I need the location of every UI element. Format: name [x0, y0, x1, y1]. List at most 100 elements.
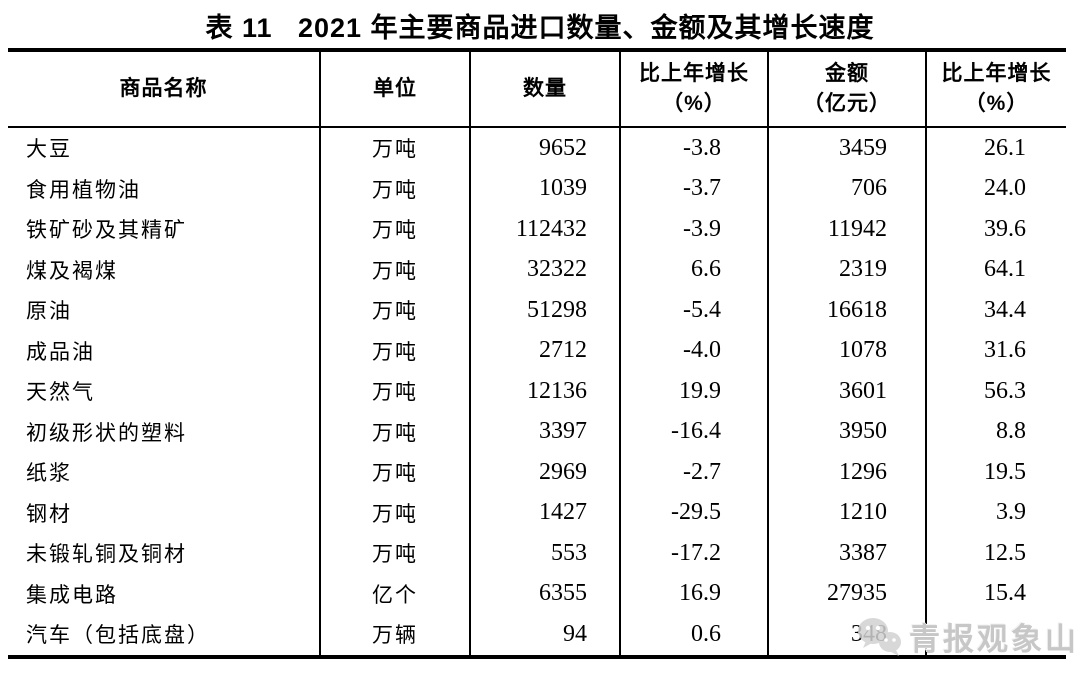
cell-unit: 万吨: [320, 209, 471, 250]
cell-quantity: 94: [470, 614, 621, 657]
cell-name: 铁矿砂及其精矿: [8, 209, 321, 250]
cell-unit: 万吨: [320, 371, 471, 412]
cell-amount: 11942: [768, 209, 927, 250]
cell-name: 纸浆: [8, 452, 321, 493]
table-row: 天然气 万吨 12136 19.9 3601 56.3: [8, 371, 1066, 412]
cell-unit: 万吨: [320, 249, 471, 290]
cell-quantity: 32322: [470, 249, 621, 290]
cell-quantity-growth: -2.7: [620, 452, 769, 493]
cell-quantity: 9652: [470, 127, 621, 169]
cell-amount-growth: 39.6: [984, 215, 1026, 242]
cell-name: 煤及褐煤: [8, 249, 321, 290]
table-header: 商品名称 单位 数量 比上年增长 （%） 金额 （亿元） 比上年增长: [8, 50, 1066, 128]
cell-quantity: 6355: [470, 573, 621, 614]
table-row: 纸浆 万吨 2969 -2.7 1296 19.5: [8, 452, 1066, 493]
cell-amount-growth: 64.1: [984, 256, 1026, 283]
cell-amount: 1078: [768, 330, 927, 371]
cell-quantity-growth: 0.6: [620, 614, 769, 657]
cell-name: 大豆: [8, 127, 321, 169]
cell-name: 未锻轧铜及铜材: [8, 533, 321, 574]
cell-quantity: 1039: [470, 168, 621, 209]
cell-amount-growth: 15.4: [984, 580, 1026, 607]
cell-amount: 2319: [768, 249, 927, 290]
cell-amount-growth: 26.1: [984, 134, 1026, 161]
cell-quantity: 2969: [470, 452, 621, 493]
cell-amount: 3601: [768, 371, 927, 412]
cell-unit: 万吨: [320, 330, 471, 371]
import-commodities-table: 商品名称 单位 数量 比上年增长 （%） 金额 （亿元） 比上年增长: [8, 48, 1066, 659]
cell-amount-growth: 56.3: [984, 377, 1026, 404]
cell-unit: 万吨: [320, 168, 471, 209]
table-row: 集成电路 亿个 6355 16.9 27935 15.4: [8, 573, 1066, 614]
table-row: 原油 万吨 51298 -5.4 16618 34.4: [8, 290, 1066, 331]
cell-amount-growth: 31.6: [984, 337, 1026, 364]
cell-unit: 万吨: [320, 127, 471, 169]
header-commodity-name: 商品名称: [8, 50, 321, 128]
cell-amount-growth: 8.8: [996, 418, 1026, 445]
cell-name: 食用植物油: [8, 168, 321, 209]
cell-quantity: 3397: [470, 411, 621, 452]
header-sublabel: （%）: [964, 92, 1029, 115]
cell-quantity-growth: -29.5: [620, 492, 769, 533]
header-quantity-growth: 比上年增长 （%）: [620, 50, 769, 128]
cell-quantity-growth: -16.4: [620, 411, 769, 452]
cell-amount: 27935: [768, 573, 927, 614]
cell-amount-growth: 24.0: [984, 175, 1026, 202]
cell-amount-growth: 34.4: [984, 296, 1026, 323]
header-quantity: 数量: [470, 50, 621, 128]
table-row: 铁矿砂及其精矿 万吨 112432 -3.9 11942 39.6: [8, 209, 1066, 250]
cell-amount-growth: [926, 614, 1066, 657]
table-row: 汽车（包括底盘） 万辆 94 0.6 348: [8, 614, 1066, 657]
cell-unit: 万吨: [320, 533, 471, 574]
cell-quantity-growth: 19.9: [620, 371, 769, 412]
table-row: 成品油 万吨 2712 -4.0 1078 31.6: [8, 330, 1066, 371]
header-row: 商品名称 单位 数量 比上年增长 （%） 金额 （亿元） 比上年增长: [8, 50, 1066, 128]
cell-amount: 3387: [768, 533, 927, 574]
cell-amount-growth: 19.5: [984, 458, 1026, 485]
cell-name: 集成电路: [8, 573, 321, 614]
cell-amount-growth: 12.5: [984, 539, 1026, 566]
cell-quantity-growth: -4.0: [620, 330, 769, 371]
cell-name: 初级形状的塑料: [8, 411, 321, 452]
cell-name: 钢材: [8, 492, 321, 533]
cell-amount: 1210: [768, 492, 927, 533]
cell-quantity-growth: -3.7: [620, 168, 769, 209]
cell-quantity-growth: -17.2: [620, 533, 769, 574]
table-row: 钢材 万吨 1427 -29.5 1210 3.9: [8, 492, 1066, 533]
cell-quantity: 12136: [470, 371, 621, 412]
cell-unit: 亿个: [320, 573, 471, 614]
header-sublabel: （%）: [662, 92, 726, 115]
table-row: 食用植物油 万吨 1039 -3.7 706 24.0: [8, 168, 1066, 209]
header-label: 数量: [523, 76, 567, 100]
cell-amount: 348: [768, 614, 927, 657]
cell-amount: 16618: [768, 290, 927, 331]
cell-amount: 706: [768, 168, 927, 209]
cell-quantity-growth: -3.8: [620, 127, 769, 169]
cell-name: 原油: [8, 290, 321, 331]
header-unit: 单位: [320, 50, 471, 128]
cell-unit: 万吨: [320, 411, 471, 452]
cell-quantity: 1427: [470, 492, 621, 533]
table-row: 大豆 万吨 9652 -3.8 3459 26.1: [8, 127, 1066, 169]
cell-name: 汽车（包括底盘）: [8, 614, 321, 657]
header-label: 单位: [373, 76, 417, 100]
cell-name: 天然气: [8, 371, 321, 412]
header-label: 金额: [825, 61, 869, 85]
cell-unit: 万辆: [320, 614, 471, 657]
header-amount: 金额 （亿元）: [768, 50, 927, 128]
cell-amount: 3459: [768, 127, 927, 169]
cell-quantity: 2712: [470, 330, 621, 371]
cell-unit: 万吨: [320, 290, 471, 331]
table-body: 大豆 万吨 9652 -3.8 3459 26.1 食用植物油 万吨 1039 -3.7 706 24…: [8, 127, 1066, 657]
cell-quantity-growth: -5.4: [620, 290, 769, 331]
cell-quantity: 51298: [470, 290, 621, 331]
cell-amount: 3950: [768, 411, 927, 452]
cell-name: 成品油: [8, 330, 321, 371]
header-amount-growth: 比上年增长 （%）: [926, 50, 1066, 128]
table-row: 初级形状的塑料 万吨 3397 -16.4 3950 8.8: [8, 411, 1066, 452]
cell-quantity-growth: -3.9: [620, 209, 769, 250]
table-title: 表 11 2021 年主要商品进口数量、金额及其增长速度: [205, 13, 875, 43]
cell-quantity: 112432: [470, 209, 621, 250]
cell-amount: 1296: [768, 452, 927, 493]
